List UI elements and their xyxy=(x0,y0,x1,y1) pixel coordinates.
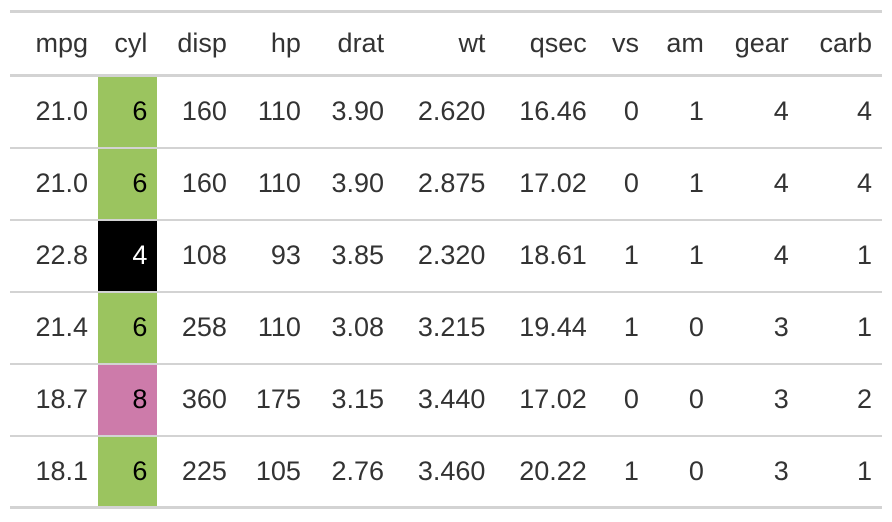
cell-cyl: 6 xyxy=(98,147,158,220)
cell-am: 0 xyxy=(688,312,704,342)
cell-disp: 258 xyxy=(181,312,227,342)
cell-wt: 3.460 xyxy=(417,455,486,486)
cell-vs: 1 xyxy=(623,312,639,342)
column-header-hp: hp xyxy=(270,28,301,58)
cell-cyl: 8 xyxy=(98,363,158,436)
cell-am: 1 xyxy=(688,168,704,198)
cell-mpg: 21.0 xyxy=(35,168,88,198)
cell-qsec: 17.02 xyxy=(519,384,587,414)
column-header-carb: carb xyxy=(819,28,872,58)
column-header-vs: vs xyxy=(611,28,639,58)
cell-qsec: 18.61 xyxy=(519,240,587,270)
column-header-mpg: mpg xyxy=(35,28,88,58)
cell-disp: 360 xyxy=(181,384,227,414)
cell-disp: 108 xyxy=(181,240,227,270)
cell-vs: 0 xyxy=(623,168,639,198)
cell-carb: 1 xyxy=(856,240,872,270)
column-header-disp: disp xyxy=(177,28,227,58)
cell-am: 0 xyxy=(688,384,704,414)
cell-am: 0 xyxy=(688,455,704,486)
cell-cyl: 4 xyxy=(98,219,158,292)
cell-wt: 2.320 xyxy=(417,240,486,270)
cell-gear: 4 xyxy=(773,96,789,127)
cell-vs: 1 xyxy=(623,455,639,486)
cell-hp: 105 xyxy=(255,455,301,486)
cell-gear: 3 xyxy=(773,455,789,486)
column-header-drat: drat xyxy=(337,28,385,58)
cell-drat: 3.90 xyxy=(331,96,385,127)
cell-hp: 175 xyxy=(255,384,301,414)
column-header-qsec: qsec xyxy=(529,28,587,58)
cell-gear: 4 xyxy=(773,168,789,198)
cell-wt: 3.440 xyxy=(417,384,486,414)
column-header-wt: wt xyxy=(458,28,486,58)
cell-disp: 160 xyxy=(181,168,227,198)
cell-cyl: 6 xyxy=(98,435,158,508)
cell-disp: 160 xyxy=(181,96,227,127)
cell-vs: 1 xyxy=(623,240,639,270)
column-header-gear: gear xyxy=(734,28,789,58)
column-header-cyl: cyl xyxy=(114,28,148,58)
cell-wt: 2.875 xyxy=(417,168,486,198)
cell-drat: 3.90 xyxy=(331,168,385,198)
table-row: 21.0 6 160 110 3.90 2.620 16.46 0 1 4 4 xyxy=(10,75,882,148)
cell-carb: 2 xyxy=(856,384,872,414)
cell-hp: 93 xyxy=(270,240,301,270)
cell-hp: 110 xyxy=(257,96,301,127)
cell-gear: 3 xyxy=(773,384,789,414)
cell-drat: 3.15 xyxy=(331,384,385,414)
cell-cyl: 6 xyxy=(98,291,158,364)
cell-hp: 110 xyxy=(257,312,301,342)
cell-carb: 4 xyxy=(856,96,872,127)
header-row: mpg cyl disp hp drat wt qsec vs am gear carb xyxy=(10,11,882,76)
cell-wt: 2.620 xyxy=(417,96,486,127)
cell-am: 1 xyxy=(688,240,704,270)
cell-drat: 2.76 xyxy=(331,455,385,486)
cell-mpg: 21.4 xyxy=(35,312,88,342)
cell-carb: 4 xyxy=(856,168,872,198)
cell-mpg: 18.1 xyxy=(35,455,88,486)
cell-mpg: 21.0 xyxy=(35,96,88,127)
cell-drat: 3.08 xyxy=(331,312,385,342)
cell-drat: 3.85 xyxy=(331,240,385,270)
cell-carb: 1 xyxy=(856,312,872,342)
cell-vs: 0 xyxy=(623,384,639,414)
cell-qsec: 19.44 xyxy=(519,312,587,342)
table-row: 18.1 6 225 105 2.76 3.460 20.22 1 0 3 1 xyxy=(10,435,882,508)
cell-qsec: 20.22 xyxy=(519,455,587,486)
cell-cyl: 6 xyxy=(98,75,158,148)
table-row: 22.8 4 108 93 3.85 2.320 18.61 1 1 4 1 xyxy=(10,219,882,292)
table-row: 18.7 8 360 175 3.15 3.440 17.02 0 0 3 2 xyxy=(10,363,882,436)
column-header-am: am xyxy=(666,28,704,58)
cell-mpg: 22.8 xyxy=(35,240,88,270)
cell-hp: 110 xyxy=(257,168,301,198)
table-row: 21.4 6 258 110 3.08 3.215 19.44 1 0 3 1 xyxy=(10,291,882,364)
cell-am: 1 xyxy=(688,96,704,127)
cell-mpg: 18.7 xyxy=(35,384,88,414)
cell-qsec: 17.02 xyxy=(519,168,587,198)
table-row: 21.0 6 160 110 3.90 2.875 17.02 0 1 4 4 xyxy=(10,147,882,220)
cell-gear: 4 xyxy=(773,240,789,270)
cell-wt: 3.215 xyxy=(417,312,486,342)
cell-carb: 1 xyxy=(856,455,872,486)
cell-vs: 0 xyxy=(623,96,639,127)
cell-disp: 225 xyxy=(181,455,227,486)
data-table: mpg cyl disp hp drat wt qsec vs am gear carb 21.0 6… xyxy=(10,10,882,509)
cell-gear: 3 xyxy=(773,312,789,342)
cell-qsec: 16.46 xyxy=(519,96,587,127)
